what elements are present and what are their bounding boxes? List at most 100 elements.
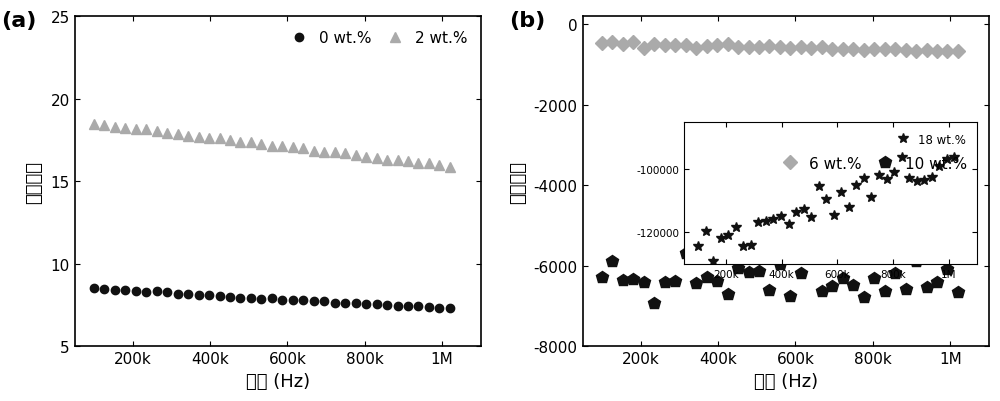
10 wt.% bbox=[826, 284, 838, 289]
6 wt.% bbox=[722, 43, 734, 48]
2 wt.% bbox=[360, 155, 372, 160]
10 wt.% bbox=[722, 292, 734, 296]
10 wt.% bbox=[847, 283, 859, 288]
0 wt.% bbox=[234, 296, 246, 300]
2 wt.% bbox=[119, 127, 131, 132]
0 wt.% bbox=[203, 293, 215, 298]
0 wt.% bbox=[318, 299, 330, 304]
0 wt.% bbox=[98, 287, 110, 292]
0 wt.% bbox=[214, 294, 226, 298]
Line: 2 wt.%: 2 wt.% bbox=[89, 120, 455, 172]
2 wt.% bbox=[381, 158, 393, 163]
2 wt.% bbox=[140, 128, 152, 132]
2 wt.% bbox=[98, 123, 110, 128]
2 wt.% bbox=[203, 136, 215, 141]
2 wt.% bbox=[130, 127, 142, 132]
0 wt.% bbox=[88, 286, 100, 291]
2 wt.% bbox=[350, 154, 362, 158]
Legend: 0 wt.%, 2 wt.%: 0 wt.%, 2 wt.% bbox=[278, 25, 473, 52]
2 wt.% bbox=[266, 144, 278, 148]
2 wt.% bbox=[172, 132, 184, 137]
2 wt.% bbox=[224, 138, 236, 143]
2 wt.% bbox=[109, 126, 121, 130]
0 wt.% bbox=[402, 304, 414, 309]
2 wt.% bbox=[339, 152, 351, 156]
10 wt.% bbox=[889, 271, 901, 276]
0 wt.% bbox=[412, 304, 424, 308]
10 wt.% bbox=[774, 262, 786, 267]
2 wt.% bbox=[161, 131, 173, 136]
0 wt.% bbox=[392, 304, 404, 308]
6 wt.% bbox=[701, 45, 713, 49]
2 wt.% bbox=[182, 134, 194, 139]
2 wt.% bbox=[193, 135, 205, 140]
6 wt.% bbox=[837, 47, 849, 52]
10 wt.% bbox=[805, 253, 817, 258]
2 wt.% bbox=[214, 136, 226, 141]
Y-axis label: 介电虚部: 介电虚部 bbox=[509, 160, 527, 203]
6 wt.% bbox=[868, 47, 880, 52]
2 wt.% bbox=[318, 150, 330, 155]
10 wt.% bbox=[638, 280, 650, 285]
2 wt.% bbox=[371, 157, 383, 162]
6 wt.% bbox=[753, 46, 765, 51]
6 wt.% bbox=[659, 43, 671, 48]
0 wt.% bbox=[161, 290, 173, 295]
10 wt.% bbox=[868, 276, 880, 281]
2 wt.% bbox=[297, 146, 309, 151]
10 wt.% bbox=[669, 278, 681, 283]
2 wt.% bbox=[234, 141, 246, 146]
10 wt.% bbox=[627, 277, 639, 282]
6 wt.% bbox=[774, 45, 786, 50]
2 wt.% bbox=[151, 130, 163, 134]
0 wt.% bbox=[360, 302, 372, 307]
Text: (b): (b) bbox=[509, 11, 546, 30]
0 wt.% bbox=[193, 293, 205, 298]
10 wt.% bbox=[921, 285, 933, 290]
0 wt.% bbox=[140, 290, 152, 294]
10 wt.% bbox=[931, 280, 943, 285]
6 wt.% bbox=[596, 42, 608, 47]
2 wt.% bbox=[88, 123, 100, 128]
2 wt.% bbox=[392, 158, 404, 163]
2 wt.% bbox=[423, 162, 435, 166]
6 wt.% bbox=[669, 44, 681, 49]
2 wt.% bbox=[433, 163, 445, 168]
6 wt.% bbox=[627, 41, 639, 46]
6 wt.% bbox=[847, 47, 859, 52]
0 wt.% bbox=[109, 288, 121, 292]
Line: 10 wt.%: 10 wt.% bbox=[596, 247, 964, 310]
0 wt.% bbox=[266, 296, 278, 301]
Line: 0 wt.%: 0 wt.% bbox=[90, 285, 454, 313]
6 wt.% bbox=[795, 45, 807, 50]
10 wt.% bbox=[617, 278, 629, 283]
0 wt.% bbox=[444, 306, 456, 311]
10 wt.% bbox=[952, 290, 964, 295]
6 wt.% bbox=[816, 45, 828, 50]
6 wt.% bbox=[858, 49, 870, 54]
Legend: 6 wt.%, 10 wt.%: 6 wt.%, 10 wt.% bbox=[768, 150, 973, 177]
0 wt.% bbox=[224, 295, 236, 300]
6 wt.% bbox=[900, 48, 912, 53]
10 wt.% bbox=[596, 275, 608, 280]
10 wt.% bbox=[784, 294, 796, 298]
0 wt.% bbox=[245, 296, 257, 300]
0 wt.% bbox=[433, 306, 445, 311]
6 wt.% bbox=[763, 44, 775, 49]
2 wt.% bbox=[287, 145, 299, 150]
10 wt.% bbox=[900, 287, 912, 292]
X-axis label: 频率 (Hz): 频率 (Hz) bbox=[246, 372, 310, 390]
10 wt.% bbox=[795, 271, 807, 276]
0 wt.% bbox=[339, 301, 351, 306]
Y-axis label: 介电实部: 介电实部 bbox=[25, 160, 43, 203]
6 wt.% bbox=[711, 44, 723, 49]
0 wt.% bbox=[172, 292, 184, 296]
0 wt.% bbox=[151, 289, 163, 294]
0 wt.% bbox=[255, 296, 267, 301]
10 wt.% bbox=[753, 269, 765, 274]
10 wt.% bbox=[701, 275, 713, 280]
6 wt.% bbox=[743, 46, 755, 51]
6 wt.% bbox=[910, 50, 922, 55]
X-axis label: 频率 (Hz): 频率 (Hz) bbox=[754, 372, 818, 390]
6 wt.% bbox=[889, 48, 901, 53]
